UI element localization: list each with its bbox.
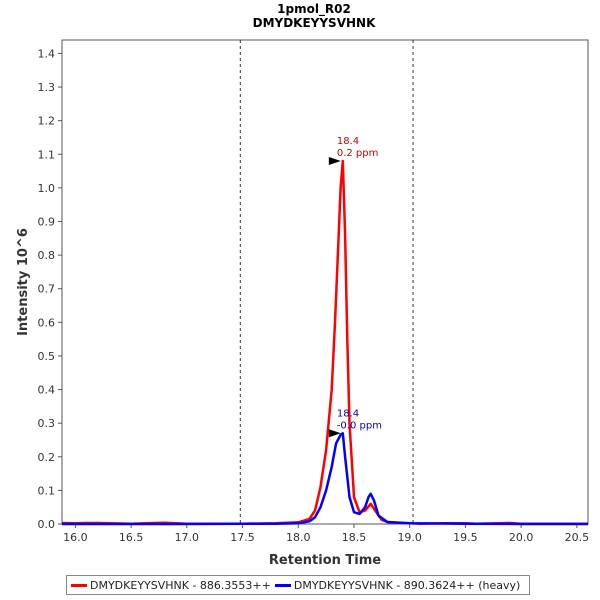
boundary-lines <box>239 40 414 524</box>
y-tick-label: 0.9 <box>38 216 56 229</box>
y-axis: 0.0 0.1 0.2 0.3 0.4 0.5 0.6 0.7 0.8 0.9 1.0 1.1 1.2 1… <box>38 47 62 531</box>
chart-subtitle: DMYDKEYYSVHNK <box>253 16 376 30</box>
y-tick-label: 0.5 <box>38 350 56 363</box>
y-tick-label: 0.4 <box>38 384 56 397</box>
x-tick-label: 17.5 <box>230 531 255 544</box>
x-tick-label: 20.5 <box>565 531 590 544</box>
legend-item-heavy: DMYDKEYYSVHNK - 890.3624++ (heavy) <box>274 578 521 592</box>
plot-area <box>61 39 589 525</box>
y-tick-label: 1.3 <box>38 81 56 94</box>
chart-title: 1pmol_R02 <box>277 2 351 17</box>
peak-marker-arrow <box>328 429 341 438</box>
series-line-heavy <box>62 432 588 526</box>
y-tick-label: 0.3 <box>38 417 56 430</box>
series-group <box>61 159 588 526</box>
peak-marker-arrow <box>328 157 341 165</box>
peak-ppm-label: 0.2 ppm <box>337 148 379 159</box>
legend-item-light: DMYDKEYYSVHNK - 886.3553++ <box>71 579 271 592</box>
y-tick-label: 1.2 <box>38 115 56 128</box>
x-tick-label: 16.0 <box>63 531 88 544</box>
y-tick-label: 0.0 <box>38 518 56 531</box>
y-tick-label: 1.0 <box>38 182 56 195</box>
x-axis: 16.0 16.5 17.0 17.5 18.0 18.5 19.0 19.5 20.0 20.5 <box>63 524 589 544</box>
x-axis-title: Retention Time <box>269 553 381 568</box>
y-axis-title: Intensity 10^6 <box>16 228 31 336</box>
legend-swatch-blue <box>274 583 291 587</box>
x-tick-label: 19.5 <box>453 531 478 544</box>
legend: DMYDKEYYSVHNK - 886.3553++ DMYDKEYYSVHNK… <box>66 575 530 595</box>
x-tick-label: 20.0 <box>509 531 534 544</box>
y-tick-label: 0.6 <box>38 316 56 329</box>
y-tick-label: 0.8 <box>38 249 56 262</box>
y-tick-label: 1.1 <box>38 148 56 161</box>
peak-rt-label: 18.4 <box>337 136 359 147</box>
y-tick-label: 0.2 <box>38 451 56 464</box>
x-tick-label: 18.0 <box>286 531 311 544</box>
legend-label-light: DMYDKEYYSVHNK - 886.3553++ <box>90 578 271 592</box>
y-tick-label: 0.7 <box>38 283 56 296</box>
y-tick-label: 1.4 <box>38 47 56 60</box>
legend-swatch-red <box>71 583 87 587</box>
x-tick-label: 17.0 <box>175 531 200 544</box>
x-tick-label: 16.5 <box>119 531 144 544</box>
x-tick-label: 18.5 <box>342 531 367 544</box>
y-tick-label: 0.1 <box>38 484 56 497</box>
legend-label-heavy: DMYDKEYYSVHNK - 890.3624++ (heavy) <box>293 578 521 592</box>
x-tick-label: 19.0 <box>397 531 422 544</box>
peak-ppm-label: -0.0 ppm <box>337 420 382 431</box>
peak-rt-label: 18.4 <box>337 408 359 419</box>
